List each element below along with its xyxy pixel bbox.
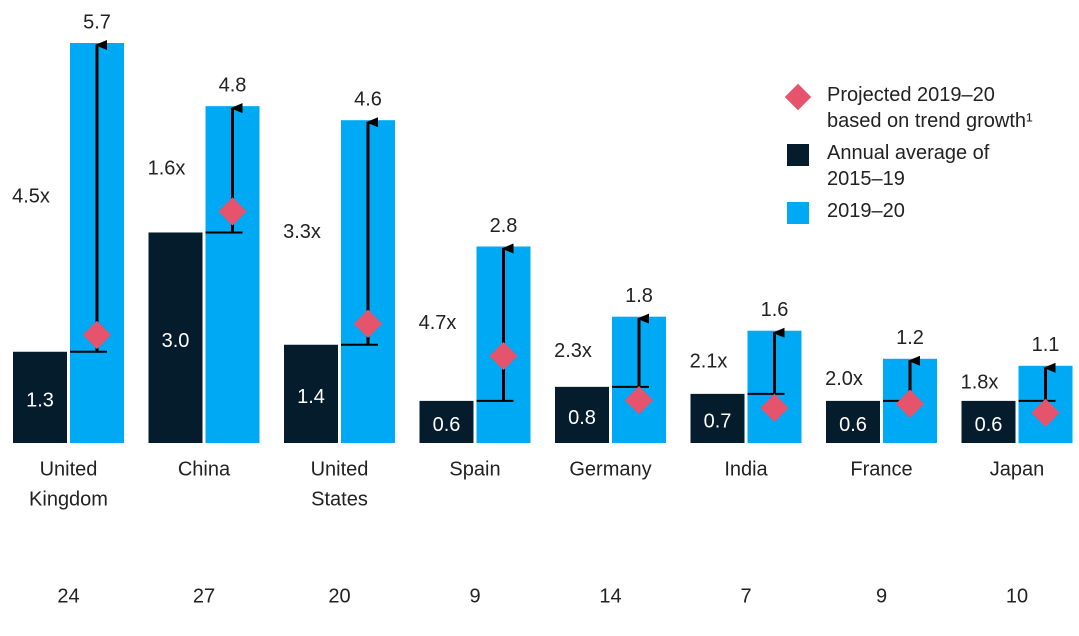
bottom-value: 20	[328, 585, 350, 607]
value-label: 5.7	[83, 11, 111, 33]
multiplier-label: 4.5x	[12, 186, 50, 208]
multiplier-label: 2.3x	[554, 340, 592, 362]
x-tick-label: Japan	[990, 458, 1045, 480]
bottom-value: 9	[469, 585, 480, 607]
multiplier-label: 4.7x	[419, 312, 457, 334]
legend-item: Annual average of 2015–19	[787, 140, 1037, 192]
bottom-value: 27	[193, 585, 215, 607]
projected-marker	[895, 389, 925, 418]
value-label: 1.1	[1032, 334, 1060, 356]
value-label: 0.8	[568, 407, 596, 429]
bar	[555, 386, 609, 443]
projected-marker	[624, 386, 654, 415]
projected-marker	[489, 341, 518, 371]
bar	[13, 351, 67, 443]
x-tick-label: States	[311, 488, 368, 510]
x-tick-label: Kingdom	[29, 488, 108, 510]
bar	[148, 232, 203, 443]
x-tick-label: United	[40, 458, 98, 480]
legend-label: 2019–20	[827, 200, 905, 222]
multiplier-label: 3.3x	[283, 221, 321, 243]
multiplier-label: 1.6x	[148, 158, 186, 180]
legend-label: Projected 2019–20 based on trend growth¹	[827, 84, 1033, 132]
value-label: 0.7	[704, 411, 732, 433]
value-label: 2.8	[490, 215, 518, 237]
x-tick-label: Spain	[449, 458, 500, 480]
value-label: 0.6	[975, 414, 1003, 436]
bar	[284, 344, 338, 443]
legend-swatch	[784, 83, 812, 111]
value-label: 1.3	[26, 390, 54, 412]
bar	[690, 393, 745, 443]
projected-marker	[353, 309, 383, 338]
value-label: 1.4	[297, 386, 325, 408]
value-label: 1.6	[761, 299, 789, 321]
legend: Projected 2019–20 based on trend growth¹…	[784, 82, 1037, 230]
bottom-value: 10	[1006, 585, 1028, 607]
projected-marker	[760, 393, 789, 423]
legend-item: 2019–20	[787, 198, 1037, 224]
value-label: 1.8	[625, 285, 653, 307]
value-label: 0.6	[839, 414, 867, 436]
legend-label: Annual average of 2015–19	[827, 142, 990, 190]
value-label: 1.2	[896, 327, 924, 349]
legend-item: Projected 2019–20 based on trend growth¹	[784, 82, 1037, 134]
x-tick-label: India	[724, 458, 768, 480]
bar	[419, 400, 474, 443]
multiplier-label: 2.1x	[690, 351, 728, 373]
x-tick-label: China	[178, 458, 231, 480]
x-tick-label: France	[850, 458, 912, 480]
bottom-value: 9	[876, 585, 887, 607]
x-tick-label: Germany	[569, 458, 651, 480]
value-label: 3.0	[162, 330, 190, 352]
bar	[826, 400, 880, 443]
multiplier-label: 2.0x	[825, 368, 863, 390]
bar	[961, 400, 1016, 443]
projected-marker	[1031, 398, 1060, 427]
bottom-value: 24	[57, 585, 79, 607]
x-tick-label: United	[311, 458, 369, 480]
multiplier-label: 1.8x	[961, 372, 999, 394]
legend-swatch	[787, 144, 809, 166]
value-label: 4.8	[219, 74, 247, 96]
bottom-value: 7	[740, 585, 751, 607]
value-label: 4.6	[354, 88, 382, 110]
bottom-value: 14	[599, 585, 621, 607]
legend-swatch	[787, 202, 809, 224]
value-label: 0.6	[433, 414, 461, 436]
